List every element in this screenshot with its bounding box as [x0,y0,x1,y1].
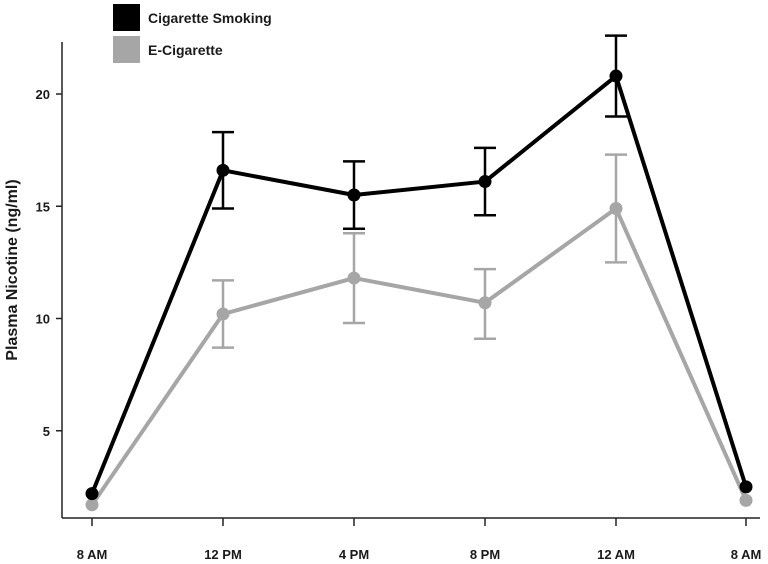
data-point [478,296,492,310]
x-tick-label: 8 PM [470,547,500,562]
x-tick-label: 8 AM [731,547,762,562]
axes: 5 10 15 20 8 AM 12 PM 4 PM 8 PM 12 AM 8 AM [36,42,762,562]
data-point [85,487,99,501]
y-tick-label: 20 [36,87,50,102]
y-tick-label: 10 [36,312,50,327]
legend: Cigarette Smoking E-Cigarette [113,4,272,63]
series-line [90,206,748,506]
x-tick-label: 8 AM [77,547,108,562]
y-tick-label: 15 [36,199,50,214]
y-axis-title: Plasma Nicotine (ng/ml) [4,179,21,360]
data-point [609,201,623,215]
legend-label: Cigarette Smoking [148,10,272,26]
data-point [739,480,753,494]
series-line [90,74,748,495]
series-e-cigarette [85,153,753,512]
x-tick-label: 4 PM [339,547,369,562]
data-point [347,188,361,202]
data-point [347,271,361,285]
y-tick-label: 5 [43,424,50,439]
series-layer [85,34,753,512]
data-point [478,175,492,189]
data-point [216,307,230,321]
legend-swatch [113,4,140,31]
data-point [739,493,753,507]
legend-item: Cigarette Smoking [113,4,272,31]
legend-label: E-Cigarette [148,42,223,58]
data-point [85,498,99,512]
x-tick-label: 12 PM [204,547,242,562]
legend-item: E-Cigarette [113,36,223,63]
legend-swatch [113,36,140,63]
data-point [216,163,230,177]
series-cigarette-smoking [85,34,753,501]
x-tick-label: 12 AM [597,547,635,562]
data-point [609,69,623,83]
